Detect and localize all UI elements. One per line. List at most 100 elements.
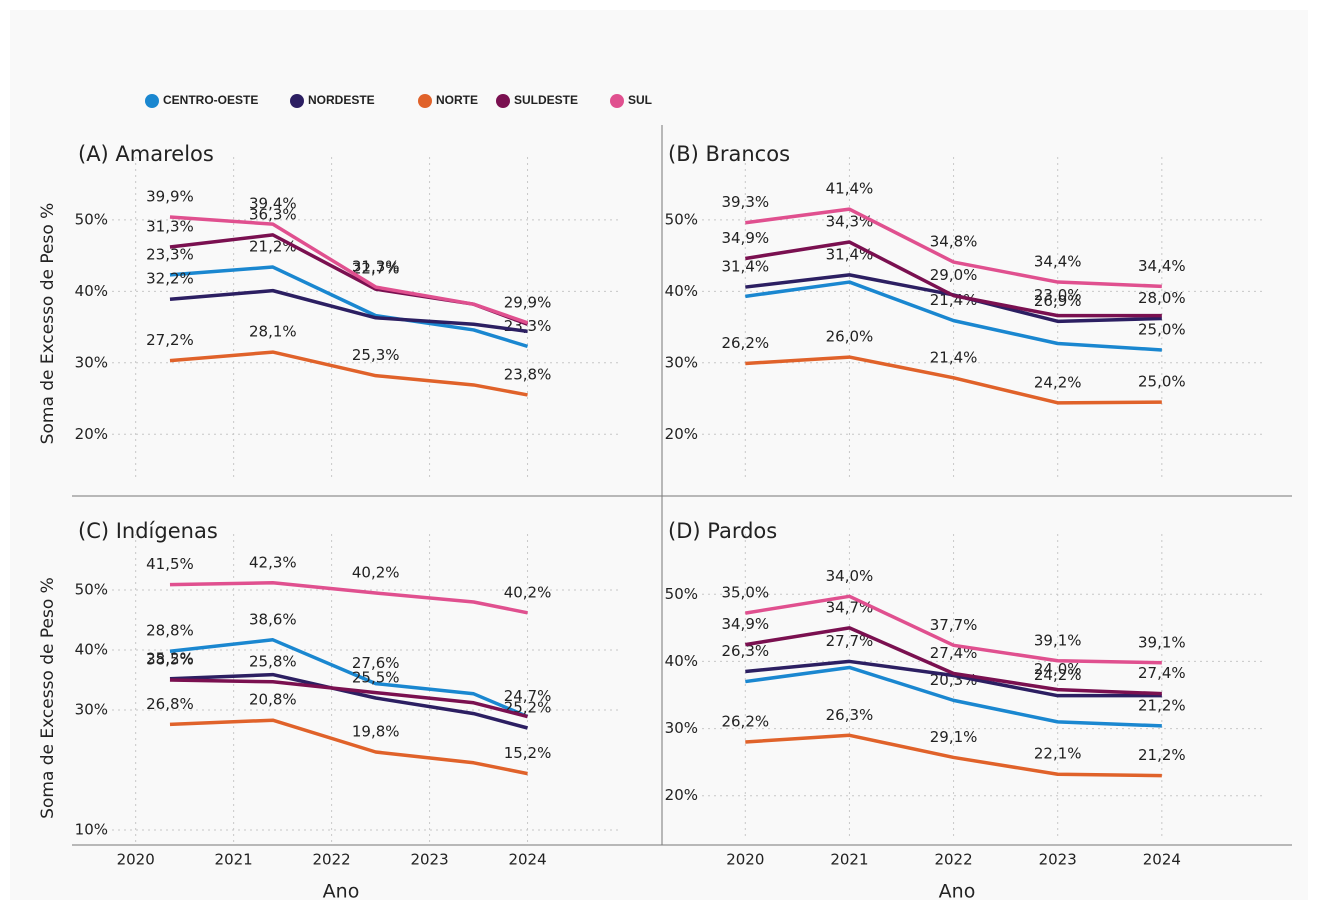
x-tick-label: 2020 [726,851,764,869]
x-tick-label: 2022 [313,851,351,869]
data-label: 34,7% [826,598,874,616]
data-label: 27,6% [352,654,400,672]
data-label: 21,2% [1138,746,1186,764]
data-label: 29,1% [930,728,978,746]
data-label: 29,9% [504,293,552,311]
data-label: 19,8% [352,723,400,741]
data-label: 22,7% [352,260,400,278]
data-label: 39,3% [721,193,769,211]
data-label: 26,9% [1034,292,1082,310]
line [745,659,1162,698]
data-label: 23,3% [146,245,194,263]
panel-title: (D) Pardos [668,519,777,543]
data-label: 29,0% [930,266,978,284]
y-tick-label: 30% [75,353,108,371]
data-label: 32,2% [146,270,194,288]
data-label: 39,4% [249,195,297,213]
x-tick-label: 2020 [117,851,155,869]
data-label: 21,4% [930,291,978,309]
y-axis-label: Soma de Excesso de Peso % [38,577,58,819]
data-label: 21,4% [930,348,978,366]
legend-label: CENTRO-OESTE [163,93,258,107]
data-label: 39,1% [1034,631,1082,649]
y-tick-label: 30% [665,353,698,371]
data-label: 40,2% [504,583,552,601]
data-label: 20,8% [249,691,297,709]
data-label: 31,3% [352,258,400,276]
data-label: 25,3% [352,346,400,364]
data-label: 40,2% [352,564,400,582]
y-tick-label: 40% [75,641,108,659]
data-label: 35,0% [721,584,769,602]
data-label: 25,2% [146,649,194,667]
data-label: 26,0% [826,328,874,346]
line [169,718,528,776]
y-tick-label: 40% [665,652,698,670]
data-label: 26,3% [826,706,874,724]
data-label: 27,4% [1138,664,1186,682]
legend-label: SUL [628,93,652,107]
legend-label: NORDESTE [308,93,375,107]
y-tick-label: 20% [665,786,698,804]
data-label: 27,2% [146,331,194,349]
line [169,638,529,719]
x-tick-label: 2024 [508,851,546,869]
background [10,10,1308,900]
data-label: 34,0% [826,567,874,585]
y-axis-label: Soma de Excesso de Peso % [38,203,58,445]
data-label: 23,0% [1034,286,1082,304]
data-label: 42,3% [249,553,297,571]
line [745,626,1162,696]
data-label: 34,3% [826,213,874,231]
y-tick-label: 40% [75,282,108,300]
data-label: 25,0% [1138,320,1186,338]
y-tick-label: 50% [665,210,698,228]
data-label: 37,7% [930,616,978,634]
legend-marker [610,94,624,108]
data-label: 31,3% [146,218,194,236]
data-label: 34,4% [1034,253,1082,271]
data-label: 21,2% [1138,696,1186,714]
y-tick-label: 20% [665,425,698,443]
legend-label: SULDESTE [514,93,578,107]
line [169,581,528,615]
data-label: 24,2% [1034,666,1082,684]
data-label: 28,1% [249,323,297,341]
data-label: 26,2% [721,334,769,352]
x-tick-label: 2023 [1039,851,1077,869]
panel-title: (A) Amarelos [78,142,214,166]
data-label: 31,4% [721,258,769,276]
data-label: 15,2% [504,744,552,762]
panel-title: (B) Brancos [668,142,790,166]
line [169,288,528,334]
x-tick-label: 2021 [830,851,868,869]
data-label: 28,0% [1138,289,1186,307]
y-tick-label: 20% [75,425,108,443]
data-label: 26,8% [146,695,194,713]
line [745,207,1162,289]
line [745,594,1162,665]
legend-marker [145,94,159,108]
x-tick-label: 2022 [934,851,972,869]
data-label: 31,4% [826,245,874,263]
data-label: 39,1% [1138,633,1186,651]
data-label: 24,0% [1034,660,1082,678]
y-tick-label: 10% [75,821,108,839]
data-label: 39,9% [146,188,194,206]
line [169,350,528,397]
legend-marker [496,94,510,108]
data-label: 25,8% [249,652,297,670]
line [169,265,529,349]
y-tick-label: 30% [75,701,108,719]
legend-marker [290,94,304,108]
x-axis-label: Ano [323,881,360,903]
data-label: 34,9% [721,615,769,633]
line [169,678,528,719]
data-label: 34,8% [930,233,978,251]
line [745,733,1162,778]
y-tick-label: 50% [665,585,698,603]
data-label: 24,2% [1034,373,1082,391]
data-label: 36,3% [249,205,297,223]
y-tick-label: 50% [75,210,108,228]
